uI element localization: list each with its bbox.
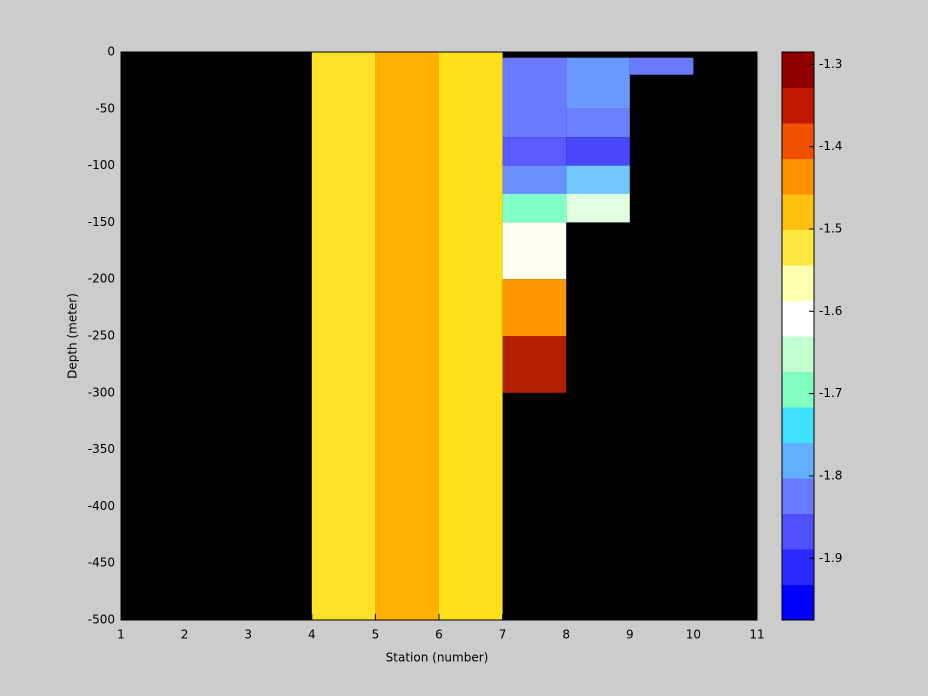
heatmap-cell xyxy=(566,57,630,109)
colorbar-swatch xyxy=(782,442,814,479)
y-tick-label: -450 xyxy=(88,556,115,570)
colorbar-swatch xyxy=(782,549,814,585)
y-tick-label: 0 xyxy=(107,45,115,59)
colorbar-swatch xyxy=(782,336,814,372)
x-tick-label: 11 xyxy=(749,628,764,642)
heatmap-cell xyxy=(502,57,567,138)
colorbar-swatch xyxy=(782,371,814,408)
colorbar-tick-label: -1.7 xyxy=(819,386,842,400)
y-tick-label: -300 xyxy=(88,385,115,399)
colorbar-tick-label: -1.5 xyxy=(819,221,842,235)
y-tick-label: -50 xyxy=(95,101,115,115)
colorbar-swatch xyxy=(782,300,814,337)
x-tick-label: 8 xyxy=(562,628,570,642)
heatmap-cell xyxy=(375,52,439,620)
x-tick-label: 10 xyxy=(686,628,701,642)
heatmap-cell xyxy=(566,137,630,166)
heatmap-cell xyxy=(502,279,567,336)
colorbar-swatch xyxy=(782,584,814,621)
heatmap-cell xyxy=(566,108,630,138)
x-tick-label: 9 xyxy=(626,628,634,642)
colorbar-swatch xyxy=(782,513,814,550)
heatmap-cell xyxy=(502,165,567,194)
x-tick-label: 3 xyxy=(244,628,252,642)
colorbar-swatch xyxy=(782,407,814,443)
heatmap-cell xyxy=(502,194,567,223)
x-tick-label: 2 xyxy=(181,628,189,642)
x-tick-label: 1 xyxy=(117,628,125,642)
colorbar-tick-label: -1.6 xyxy=(819,304,842,318)
heatmap-cell xyxy=(439,52,503,620)
x-tick-label: 5 xyxy=(372,628,380,642)
colorbar-swatch xyxy=(782,52,814,88)
colorbar-swatch xyxy=(782,194,814,230)
y-tick-label: -250 xyxy=(88,329,115,343)
x-axis-label: Station (number) xyxy=(386,651,489,665)
y-tick-label: -350 xyxy=(88,442,115,456)
heatmap-cell xyxy=(629,57,694,75)
colorbar-swatch xyxy=(782,229,814,266)
y-tick-label: -150 xyxy=(88,215,115,229)
y-tick-label: -200 xyxy=(88,272,115,286)
colorbar-tick-label: -1.9 xyxy=(819,551,842,565)
colorbar-swatch xyxy=(782,123,814,159)
colorbar-swatch xyxy=(782,158,814,195)
heatmap-cell xyxy=(566,165,630,194)
x-tick-label: 7 xyxy=(499,628,507,642)
y-axis-label: Depth (meter) xyxy=(66,293,80,379)
y-tick-label: -100 xyxy=(88,158,115,172)
y-tick-label: -400 xyxy=(88,499,115,513)
colorbar-frame xyxy=(781,51,815,621)
colorbar-tick-label: -1.3 xyxy=(819,57,842,71)
heatmap-cell xyxy=(566,194,630,223)
colorbar-swatch xyxy=(782,478,814,514)
x-tick-label: 6 xyxy=(435,628,443,642)
colorbar-tick-label: -1.8 xyxy=(819,468,842,482)
y-tick-label: -500 xyxy=(88,613,115,627)
x-tick-label: 4 xyxy=(308,628,316,642)
heatmap-cell xyxy=(311,52,376,620)
colorbar-swatch xyxy=(782,265,814,301)
colorbar-tick-label: -1.4 xyxy=(819,139,842,153)
heatmap-cell xyxy=(502,336,567,393)
heatmap-cell xyxy=(502,222,567,280)
colorbar-swatch xyxy=(782,87,814,124)
heatmap-cell xyxy=(502,137,567,166)
